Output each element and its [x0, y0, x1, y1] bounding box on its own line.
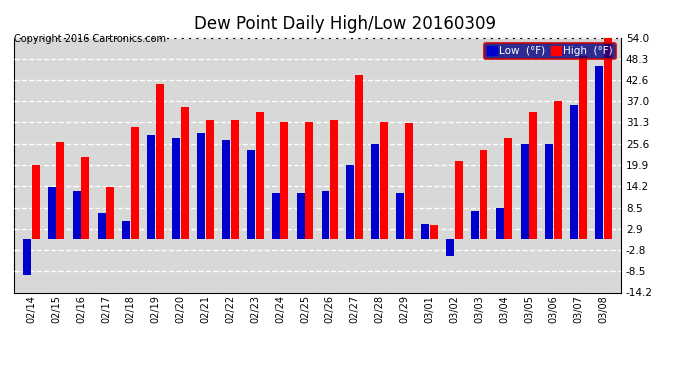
Bar [504, 138, 513, 239]
Bar [197, 133, 205, 239]
Bar [57, 142, 64, 239]
Bar [156, 84, 164, 239]
Bar [346, 165, 355, 239]
Bar [520, 144, 529, 239]
Bar [122, 221, 130, 239]
Bar [222, 140, 230, 239]
Bar [230, 120, 239, 239]
Bar [181, 106, 189, 239]
Bar [255, 112, 264, 239]
Bar [272, 193, 279, 239]
Bar [206, 120, 214, 239]
Bar [297, 193, 304, 239]
Bar [546, 144, 553, 239]
Bar [97, 213, 106, 239]
Bar [405, 123, 413, 239]
Bar [81, 157, 89, 239]
Bar [322, 191, 329, 239]
Bar [331, 120, 338, 239]
Bar [421, 225, 429, 239]
Bar [247, 150, 255, 239]
Text: Copyright 2016 Cartronics.com: Copyright 2016 Cartronics.com [14, 34, 166, 44]
Text: Dew Point Daily High/Low 20160309: Dew Point Daily High/Low 20160309 [194, 15, 496, 33]
Bar [604, 38, 612, 239]
Legend: Low  (°F), High  (°F): Low (°F), High (°F) [484, 43, 615, 59]
Bar [306, 122, 313, 239]
Bar [571, 105, 578, 239]
Bar [147, 135, 155, 239]
Bar [106, 187, 115, 239]
Bar [371, 144, 380, 239]
Bar [72, 191, 81, 239]
Bar [23, 239, 31, 275]
Bar [595, 66, 603, 239]
Bar [280, 122, 288, 239]
Bar [380, 122, 388, 239]
Bar [131, 127, 139, 239]
Bar [480, 150, 488, 239]
Bar [48, 187, 56, 239]
Bar [495, 208, 504, 239]
Bar [172, 138, 180, 239]
Bar [430, 225, 437, 239]
Bar [529, 112, 538, 239]
Bar [455, 161, 462, 239]
Bar [355, 75, 363, 239]
Bar [396, 193, 404, 239]
Bar [579, 56, 587, 239]
Bar [32, 165, 39, 239]
Bar [471, 211, 479, 239]
Bar [554, 101, 562, 239]
Bar [446, 239, 454, 256]
